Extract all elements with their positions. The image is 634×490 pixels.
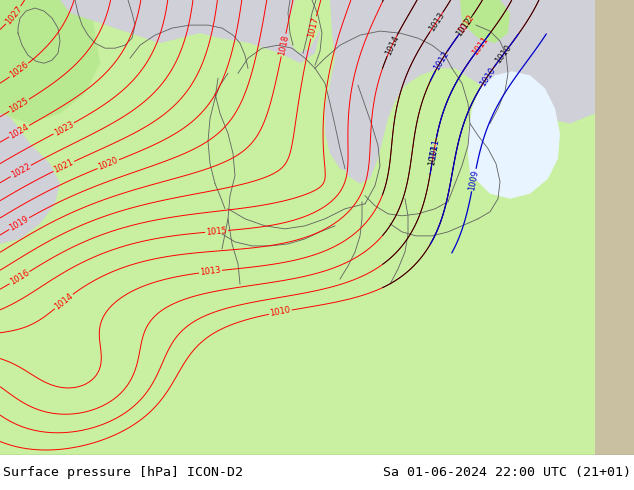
Polygon shape <box>0 0 40 304</box>
Text: Surface pressure [hPa] ICON-D2: Surface pressure [hPa] ICON-D2 <box>3 466 243 479</box>
Polygon shape <box>0 0 634 455</box>
Text: 1010: 1010 <box>478 65 497 88</box>
Text: 1018: 1018 <box>277 34 290 56</box>
Polygon shape <box>0 0 100 123</box>
Polygon shape <box>335 0 595 184</box>
Text: 1011: 1011 <box>428 138 441 161</box>
Polygon shape <box>60 0 320 63</box>
Text: 1009: 1009 <box>467 169 480 191</box>
Text: 1014: 1014 <box>53 292 75 312</box>
Text: 1014: 1014 <box>384 34 401 57</box>
Bar <box>595 0 634 455</box>
Text: 1016: 1016 <box>8 269 31 287</box>
Text: 1026: 1026 <box>8 60 30 80</box>
Text: 1013: 1013 <box>427 11 446 33</box>
Text: 1010: 1010 <box>493 43 514 66</box>
Text: 1024: 1024 <box>8 122 30 140</box>
Polygon shape <box>0 0 60 244</box>
Text: 1012: 1012 <box>456 13 476 36</box>
Polygon shape <box>325 0 510 173</box>
Text: 1019: 1019 <box>8 214 30 233</box>
Text: 1011: 1011 <box>471 35 491 57</box>
Text: 1010: 1010 <box>269 306 292 318</box>
Text: 1012: 1012 <box>432 49 450 73</box>
Polygon shape <box>468 71 560 199</box>
Polygon shape <box>288 0 320 53</box>
Text: 1021: 1021 <box>53 158 75 175</box>
Text: 1025: 1025 <box>8 96 30 115</box>
Text: 1023: 1023 <box>52 120 75 137</box>
Text: 1022: 1022 <box>10 162 32 180</box>
Text: 1012: 1012 <box>455 16 474 39</box>
Bar <box>595 0 634 455</box>
Text: 1017: 1017 <box>307 16 320 39</box>
Text: 1027: 1027 <box>3 4 24 26</box>
Text: 1020: 1020 <box>97 156 120 172</box>
Text: Sa 01-06-2024 22:00 UTC (21+01): Sa 01-06-2024 22:00 UTC (21+01) <box>383 466 631 479</box>
Text: 1013: 1013 <box>200 266 221 277</box>
Text: 1015: 1015 <box>206 226 228 237</box>
Polygon shape <box>460 0 510 43</box>
Text: 1011: 1011 <box>427 144 439 166</box>
